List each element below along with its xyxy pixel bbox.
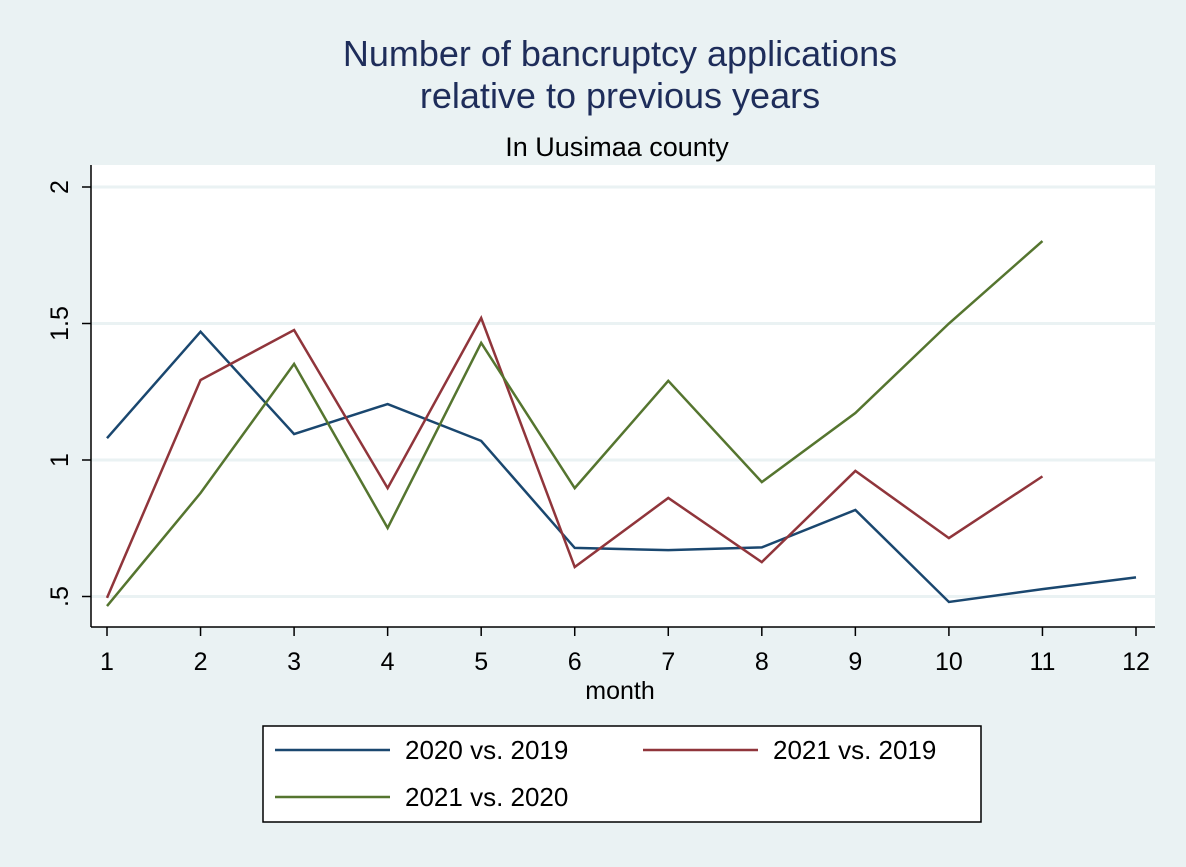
x-tick-label: 7: [661, 648, 675, 676]
chart-title-line-1: Number of bancruptcy applications: [343, 33, 897, 74]
x-tick-label: 2: [194, 648, 208, 676]
x-tick-label: 4: [381, 648, 395, 676]
series-line-2: [105, 315, 1044, 599]
y-tick-label: 1: [46, 453, 74, 467]
x-tick-label: 10: [935, 648, 963, 676]
series-line-1: [106, 329, 1137, 604]
legend-label: 2020 vs. 2019: [405, 735, 568, 765]
series-line-3: [106, 240, 1044, 607]
x-axis-label: month: [585, 677, 654, 705]
legend: [262, 725, 982, 823]
x-tick-label: 1: [100, 648, 114, 676]
legend-label: 2021 vs. 2020: [405, 782, 568, 812]
chart-title-line-2: relative to previous years: [420, 75, 820, 116]
y-tick-label: .5: [46, 586, 74, 607]
x-tick-label: 6: [568, 648, 582, 676]
y-tick-label: 2: [46, 180, 74, 194]
legend-label: 2021 vs. 2019: [773, 735, 936, 765]
x-tick-label: 9: [848, 648, 862, 676]
y-tick-label: 1.5: [46, 306, 74, 341]
x-tick-label: 8: [755, 648, 769, 676]
plot-area: [91, 165, 1155, 627]
chart-subtitle: In Uusimaa county: [505, 132, 729, 162]
x-tick-label: 5: [474, 648, 488, 676]
x-tick-label: 11: [1029, 648, 1055, 676]
x-tick-label: 12: [1122, 648, 1150, 676]
x-tick-label: 3: [287, 648, 301, 676]
